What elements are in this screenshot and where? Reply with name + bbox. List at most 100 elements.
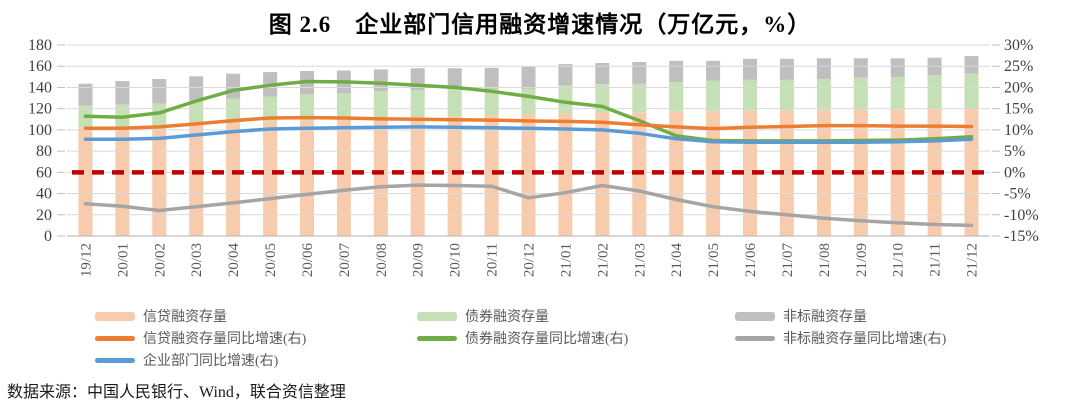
- legend-item: 信贷融资存量: [95, 305, 417, 327]
- bar-segment-1: [779, 79, 794, 111]
- bar-segment-1: [189, 100, 204, 124]
- svg-text:25%: 25%: [1004, 58, 1033, 75]
- svg-text:20/03: 20/03: [189, 243, 205, 277]
- axis-ticks: [57, 44, 1000, 237]
- legend-label: 非标融资存量同比增速(右): [783, 332, 947, 347]
- svg-text:20%: 20%: [1004, 79, 1033, 96]
- data-source-note: 数据来源：中国人民银行、Wind，联合资信整理: [7, 384, 346, 401]
- svg-text:5%: 5%: [1004, 143, 1025, 160]
- bar-segment-2: [964, 56, 979, 74]
- bar-segment-2: [447, 68, 462, 89]
- svg-text:20/07: 20/07: [337, 243, 353, 278]
- chart-legend: 信贷融资存量 信贷融资存量同比增速(右) 企业部门同比增速(右) 债券融资存量 债券融资…: [95, 305, 995, 371]
- bar-segment-2: [669, 60, 684, 83]
- legend-column-2: 债券融资存量债券融资存量同比增速(右): [417, 305, 735, 371]
- svg-text:20/01: 20/01: [115, 243, 131, 277]
- bar-segment-2: [595, 63, 610, 85]
- svg-text:19/12: 19/12: [78, 243, 94, 277]
- bar-segment-0: [300, 120, 314, 236]
- svg-text:60: 60: [36, 164, 52, 181]
- svg-text:180: 180: [28, 37, 52, 54]
- line-series: [83, 115, 974, 131]
- bar-segment-2: [779, 58, 794, 80]
- legend-item: 债券融资存量同比增速(右): [417, 327, 735, 349]
- legend-label: 企业部门同比增速(右): [143, 354, 279, 369]
- bar-segment-0: [78, 127, 93, 236]
- bar-segment-1: [669, 82, 684, 112]
- legend-label: 债券融资存量同比增速(右): [465, 332, 629, 347]
- bar-segment-1: [226, 98, 241, 123]
- svg-text:21/05: 21/05: [706, 243, 722, 277]
- chart-title: 图 2.6 企业部门信用融资增速情况（万亿元，%）: [268, 12, 812, 37]
- bar-segment-2: [78, 83, 93, 106]
- left-axis-labels: 180 160 140 120 100 80 60 40 20 0: [28, 37, 52, 245]
- svg-text:20/11: 20/11: [485, 243, 501, 277]
- legend-item: 信贷融资存量同比增速(右): [95, 327, 417, 349]
- svg-text:20/10: 20/10: [448, 243, 464, 277]
- bar-segment-1: [410, 90, 425, 118]
- svg-text:0%: 0%: [1004, 164, 1025, 181]
- bar-segment-2: [115, 81, 130, 105]
- svg-text:20/12: 20/12: [522, 243, 538, 277]
- svg-text:21/11: 21/11: [928, 243, 944, 277]
- svg-text:21/10: 21/10: [891, 243, 907, 277]
- legend-bar-swatch: [95, 311, 135, 321]
- bar-segment-0: [336, 119, 351, 236]
- legend-bar-swatch: [735, 311, 775, 321]
- legend-column-1: 信贷融资存量 信贷融资存量同比增速(右) 企业部门同比增速(右): [95, 305, 417, 371]
- bar-segment-2: [890, 58, 905, 77]
- bar-segment-1: [706, 80, 721, 112]
- svg-text:20/09: 20/09: [411, 243, 427, 277]
- bar-segment-2: [189, 76, 204, 101]
- svg-text:21/12: 21/12: [965, 243, 981, 277]
- svg-text:21/01: 21/01: [558, 243, 574, 277]
- bar-segment-0: [152, 125, 167, 236]
- bar-segment-2: [373, 69, 388, 92]
- svg-text:21/09: 21/09: [854, 243, 870, 277]
- svg-text:160: 160: [28, 58, 52, 75]
- svg-text:140: 140: [28, 79, 52, 96]
- bar-segment-0: [115, 126, 130, 236]
- bar-segment-1: [816, 79, 831, 111]
- legend-item: 企业部门同比增速(右): [95, 349, 417, 371]
- legend-column-3: 非标融资存量非标融资存量同比增速(右): [735, 305, 995, 371]
- bar-segment-2: [226, 73, 241, 99]
- svg-text:20/08: 20/08: [374, 243, 390, 277]
- stacked-bars: [78, 56, 979, 236]
- bar-segment-0: [189, 124, 204, 236]
- svg-text:21/07: 21/07: [780, 243, 796, 278]
- svg-text:15%: 15%: [1004, 101, 1033, 118]
- svg-text:21/06: 21/06: [743, 243, 759, 278]
- svg-text:40: 40: [36, 186, 52, 203]
- svg-text:-5%: -5%: [1004, 186, 1031, 203]
- bar-segment-1: [927, 75, 942, 110]
- bar-segment-2: [816, 58, 831, 79]
- svg-text:-10%: -10%: [1004, 207, 1039, 224]
- bar-segment-0: [521, 114, 536, 236]
- legend-line-swatch: [95, 335, 135, 341]
- bar-segment-1: [890, 76, 905, 110]
- legend-line-swatch: [735, 335, 775, 341]
- legend-item: 非标融资存量: [735, 305, 995, 327]
- bar-segment-1: [521, 88, 536, 115]
- bar-segment-0: [410, 117, 425, 236]
- line-series: [83, 125, 974, 144]
- bar-segment-0: [373, 118, 388, 236]
- svg-text:30%: 30%: [1004, 37, 1033, 54]
- bar-segment-1: [964, 73, 979, 109]
- svg-text:20/05: 20/05: [263, 243, 279, 277]
- bar-segment-1: [373, 91, 388, 119]
- bar-segment-2: [152, 79, 167, 104]
- svg-text:21/02: 21/02: [595, 243, 611, 277]
- x-axis-labels: 19/12 20/01 20/02 20/03 20/04 20/05 20/06 20/07…: [78, 243, 980, 278]
- legend-bar-swatch: [417, 311, 457, 321]
- bar-segment-0: [558, 113, 573, 236]
- line-series: [83, 183, 974, 228]
- svg-text:20/02: 20/02: [152, 243, 168, 277]
- legend-line-swatch: [417, 335, 457, 341]
- legend-item: 债券融资存量: [417, 305, 735, 327]
- bar-segment-1: [336, 93, 351, 120]
- bar-segment-0: [226, 122, 241, 236]
